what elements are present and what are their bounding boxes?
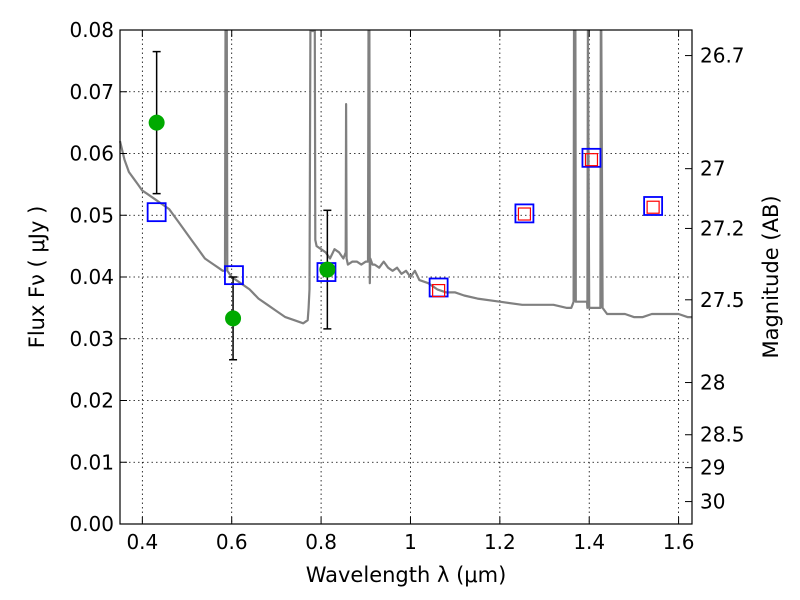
y2-tick-label: 27.5 xyxy=(700,288,745,312)
spectrum-line xyxy=(118,29,692,325)
red-square-series xyxy=(432,153,660,298)
y-tick-label: 0.06 xyxy=(69,142,114,166)
errorbar-series xyxy=(152,50,332,361)
y-tick-label: 0.00 xyxy=(69,512,114,536)
y2-tick-label: 27 xyxy=(700,157,725,181)
y-tick-label: 0.08 xyxy=(69,18,114,42)
x-tick-label: 1 xyxy=(404,530,417,554)
blue-square-point xyxy=(581,147,602,168)
blue-square-point xyxy=(514,203,535,224)
green-point xyxy=(319,261,336,278)
red-square-point xyxy=(584,153,599,167)
blue-square-point xyxy=(643,196,664,216)
x-tick-label: 1.4 xyxy=(573,530,605,554)
green-point xyxy=(225,310,242,327)
spectrum-series xyxy=(118,29,692,325)
blue-square-point xyxy=(224,265,244,286)
x-tick-label: 0.8 xyxy=(305,530,337,554)
y-tick-label: 0.04 xyxy=(69,265,114,289)
y2-tick-label: 28 xyxy=(700,371,725,395)
red-square-point xyxy=(517,207,532,221)
x-tick-labels: 0.4 0.6 0.8 1 1.2 1.4 1.6 xyxy=(126,530,694,554)
axis-ticks xyxy=(120,29,692,525)
x-tick-label: 0.4 xyxy=(126,530,158,554)
y2-tick-label: 27.2 xyxy=(700,216,745,240)
red-square-point xyxy=(646,200,660,214)
x-tick-label: 0.6 xyxy=(216,530,248,554)
blue-square-series xyxy=(146,147,664,298)
y-axis-label: Flux Fν ( μJy ) xyxy=(25,206,49,349)
x-tick-label: 1.6 xyxy=(663,530,695,554)
x-tick-label: 1.2 xyxy=(484,530,516,554)
green-point xyxy=(148,114,165,131)
green-point-series xyxy=(148,114,336,327)
y-tick-labels: 0.00 0.01 0.02 0.03 0.04 0.05 0.06 0.07 0.08 xyxy=(69,18,114,536)
y-tick-label: 0.02 xyxy=(69,389,114,413)
y2-axis-label: Magnitude (AB) xyxy=(759,195,783,358)
y-tick-label: 0.05 xyxy=(69,203,114,227)
y-tick-label: 0.03 xyxy=(69,327,114,351)
y2-tick-label: 29 xyxy=(700,456,725,480)
blue-square-point xyxy=(146,202,167,223)
grid-lines xyxy=(120,30,692,524)
y-tick-label: 0.01 xyxy=(69,450,114,474)
y2-tick-label: 28.5 xyxy=(700,423,745,447)
y-tick-label: 0.07 xyxy=(69,80,114,104)
red-square-point xyxy=(432,283,446,298)
y2-tick-label: 30 xyxy=(700,490,725,514)
y2-tick-label: 26.7 xyxy=(700,44,745,68)
y2-tick-labels: 26.7 27 27.2 27.5 28 28.5 29 30 xyxy=(700,44,745,514)
x-axis-label: Wavelength λ (μm) xyxy=(306,563,507,587)
